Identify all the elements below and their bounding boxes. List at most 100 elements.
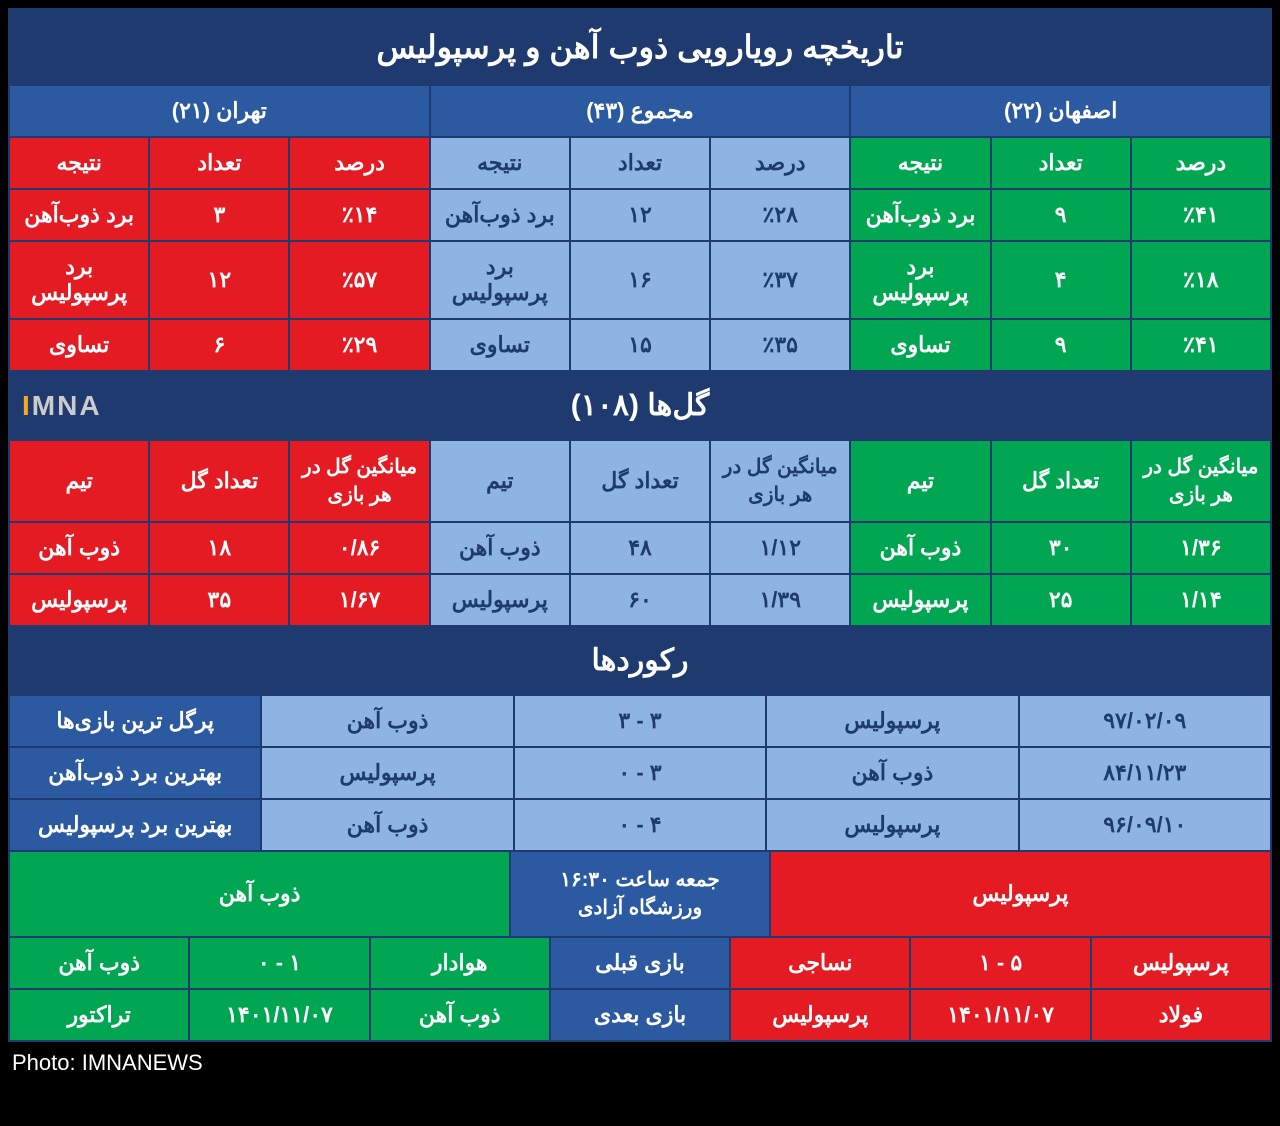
rec-date: ۸۴/۱۱/۲۳ xyxy=(1019,747,1271,799)
cell: ۶۰ xyxy=(570,574,710,626)
cell: ۱۴۰۱/۱۱/۰۷ xyxy=(189,989,369,1041)
cell: ۱/۳۹ xyxy=(710,574,850,626)
hdr-result: نتیجه xyxy=(850,137,990,189)
rec-date: ۹۷/۰۲/۰۹ xyxy=(1019,695,1271,747)
cell: ذوب آهن xyxy=(9,937,189,989)
rec-team1: ذوب آهن xyxy=(261,799,513,851)
hdr-gcount: تعداد گل xyxy=(149,440,289,522)
cell: ۱۲ xyxy=(570,189,710,241)
cell: پرسپولیس xyxy=(9,574,149,626)
hdr-avg: میانگین گل در هر بازی xyxy=(1131,440,1271,522)
watermark: IMNA xyxy=(22,390,102,422)
hdr-avg: میانگین گل در هر بازی xyxy=(289,440,429,522)
hdr-team: تیم xyxy=(850,440,990,522)
cell: برد ذوب‌آهن xyxy=(9,189,149,241)
cell: ۰/۸۶ xyxy=(289,522,429,574)
cell: پرسپولیس xyxy=(850,574,990,626)
hdr-gcount: تعداد گل xyxy=(991,440,1131,522)
hdr-avg: میانگین گل در هر بازی xyxy=(710,440,850,522)
main-title: تاریخچه رویارویی ذوب آهن و پرسپولیس xyxy=(9,9,1271,85)
cell: ۳۵ xyxy=(149,574,289,626)
cell: ۲۵ xyxy=(991,574,1131,626)
cell: ۱ - ۰ xyxy=(189,937,369,989)
cell: ٪۱۴ xyxy=(289,189,429,241)
rec-team1: ذوب آهن xyxy=(261,695,513,747)
cell: ذوب آهن xyxy=(430,522,570,574)
cell: ۳۰ xyxy=(991,522,1131,574)
match-venue: ورزشگاه آزادی xyxy=(578,894,702,922)
hdr-count: تعداد xyxy=(991,137,1131,189)
cell: ۴۸ xyxy=(570,522,710,574)
cell: ٪۲۸ xyxy=(710,189,850,241)
cell: برد ذوب‌آهن xyxy=(850,189,990,241)
cell: نساجی xyxy=(730,937,910,989)
cell: برد ذوب‌آهن xyxy=(430,189,570,241)
hdr-team: تیم xyxy=(430,440,570,522)
cell: برد پرسپولیس xyxy=(850,241,990,319)
cell: ۱۴۰۱/۱۱/۰۷ xyxy=(910,989,1090,1041)
hdr-count: تعداد xyxy=(570,137,710,189)
cell: ذوب آهن xyxy=(370,989,550,1041)
cell: پرسپولیس xyxy=(1091,937,1271,989)
rec-team2: پرسپولیس xyxy=(766,695,1018,747)
cell: ۶ xyxy=(149,319,289,371)
goals-title-text: گل‌ها (۱۰۸) xyxy=(571,388,710,423)
cell: برد پرسپولیس xyxy=(430,241,570,319)
records-title: رکوردها xyxy=(9,626,1271,695)
match-time: جمعه ساعت ۱۶:۳۰ xyxy=(560,866,719,894)
cell: ۱/۳۶ xyxy=(1131,522,1271,574)
cell: ۴ xyxy=(991,241,1131,319)
cell: ۱۲ xyxy=(149,241,289,319)
cell: ٪۱۸ xyxy=(1131,241,1271,319)
rec-score: ۳ - ۳ xyxy=(514,695,766,747)
hdr-percent: درصد xyxy=(710,137,850,189)
hdr-percent: درصد xyxy=(289,137,429,189)
cell: ۳ xyxy=(149,189,289,241)
watermark-rest: MNA xyxy=(32,390,102,421)
rec-label: بهترین برد پرسپولیس xyxy=(9,799,261,851)
loc-total: مجموع (۴۳) xyxy=(430,85,851,137)
loc-isfahan: اصفهان (۲۲) xyxy=(850,85,1271,137)
cell: ۱/۶۷ xyxy=(289,574,429,626)
match-home: پرسپولیس xyxy=(770,851,1271,937)
hdr-gcount: تعداد گل xyxy=(570,440,710,522)
hdr-result: نتیجه xyxy=(9,137,149,189)
rec-label: بهترین برد ذوب‌آهن xyxy=(9,747,261,799)
cell: پرسپولیس xyxy=(430,574,570,626)
rec-score: ۴ - ۰ xyxy=(514,799,766,851)
cell: پرسپولیس xyxy=(730,989,910,1041)
cell: ٪۳۵ xyxy=(710,319,850,371)
cell: تساوی xyxy=(430,319,570,371)
cell: ۱/۱۲ xyxy=(710,522,850,574)
cell: تراکتور xyxy=(9,989,189,1041)
stats-table: تاریخچه رویارویی ذوب آهن و پرسپولیس اصفه… xyxy=(8,8,1272,1042)
cell: ۱۶ xyxy=(570,241,710,319)
rec-label: پرگل ترین بازی‌ها xyxy=(9,695,261,747)
cell: ٪۳۷ xyxy=(710,241,850,319)
rec-date: ۹۶/۰۹/۱۰ xyxy=(1019,799,1271,851)
cell: ذوب آهن xyxy=(9,522,149,574)
hdr-team: تیم xyxy=(9,440,149,522)
rec-team2: پرسپولیس xyxy=(766,799,1018,851)
hdr-count: تعداد xyxy=(149,137,289,189)
cell: ذوب آهن xyxy=(850,522,990,574)
match-info: جمعه ساعت ۱۶:۳۰ ورزشگاه آزادی xyxy=(510,851,770,937)
cell: ٪۴۱ xyxy=(1131,319,1271,371)
hdr-percent: درصد xyxy=(1131,137,1271,189)
cell: فولاد xyxy=(1091,989,1271,1041)
cell: ۱۸ xyxy=(149,522,289,574)
watermark-i: I xyxy=(22,390,32,421)
cell: برد پرسپولیس xyxy=(9,241,149,319)
cell: هوادار xyxy=(370,937,550,989)
cell: ۵ - ۱ xyxy=(910,937,1090,989)
cell: ۱۵ xyxy=(570,319,710,371)
cell: ٪۵۷ xyxy=(289,241,429,319)
rec-team1: پرسپولیس xyxy=(261,747,513,799)
hdr-result: نتیجه xyxy=(430,137,570,189)
cell: تساوی xyxy=(850,319,990,371)
rec-score: ۳ - ۰ xyxy=(514,747,766,799)
next-label: بازی بعدی xyxy=(550,989,730,1041)
prev-label: بازی قبلی xyxy=(550,937,730,989)
cell: ٪۲۹ xyxy=(289,319,429,371)
cell: ۱/۱۴ xyxy=(1131,574,1271,626)
